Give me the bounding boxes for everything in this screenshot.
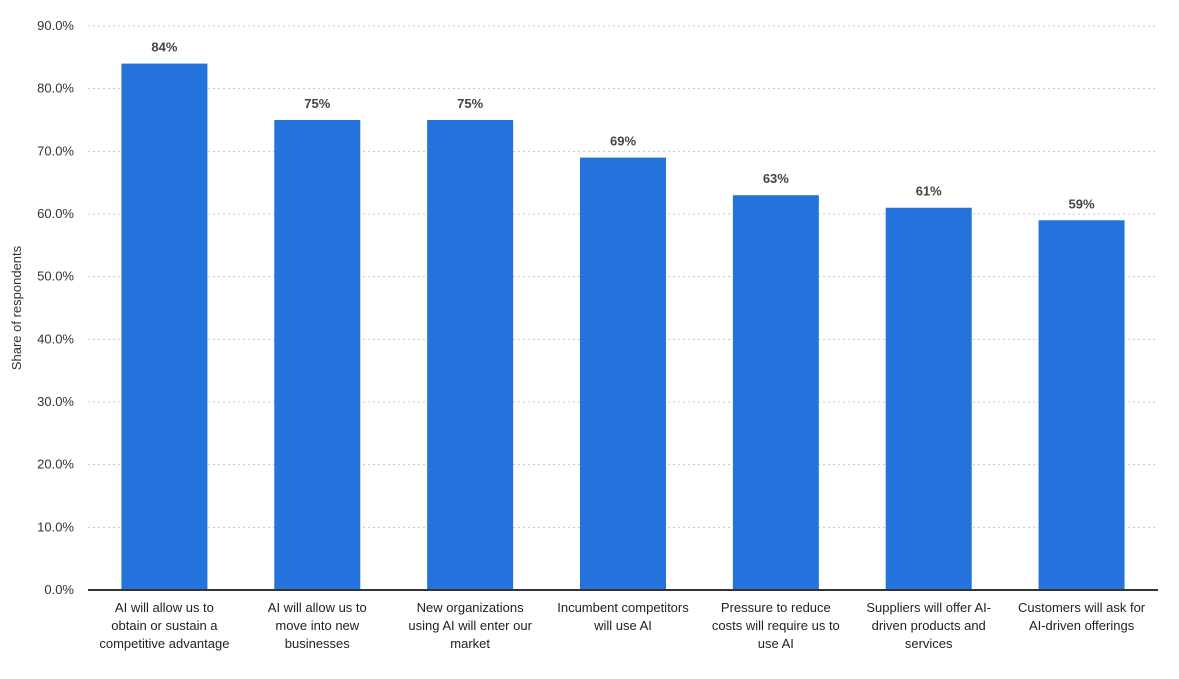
category-label-line: competitive advantage — [99, 636, 229, 651]
category-label: Incumbent competitors will use AI — [557, 600, 689, 633]
y-tick-label: 80.0% — [37, 81, 74, 96]
data-label: 69% — [610, 134, 636, 149]
y-tick-label: 90.0% — [37, 18, 74, 33]
y-tick-label: 60.0% — [37, 206, 74, 221]
category-label-line: use AI — [758, 636, 794, 651]
data-label: 75% — [304, 96, 330, 111]
category-label-line: costs will require us to — [712, 618, 840, 633]
category-label-line: businesses — [285, 636, 351, 651]
bar — [427, 120, 514, 590]
category-label: AI will allow us to move into new business… — [268, 600, 367, 651]
category-label: New organizations using AI will enter our… — [408, 600, 532, 651]
category-label-line: driven products and — [872, 618, 986, 633]
category-label-line: New organizations — [417, 600, 524, 615]
y-axis-ticks: 0.0% 10.0% 20.0% 30.0% 40.0% 50.0% 60.0% 70.0% 8… — [37, 18, 74, 597]
data-label: 61% — [916, 184, 942, 199]
category-label: Customers will ask for AI-driven offering… — [1018, 600, 1146, 633]
bar — [580, 157, 666, 590]
data-labels: 84% 75% 75% 69% 63% 61% 59% — [151, 40, 1095, 212]
category-labels: AI will allow us to obtain or sustain a co… — [99, 600, 1145, 651]
category-label-line: Customers will ask for — [1018, 600, 1146, 615]
category-label-line: obtain or sustain a — [111, 618, 218, 633]
bar — [885, 207, 972, 590]
bar — [732, 195, 819, 590]
data-label: 84% — [151, 40, 177, 55]
category-label: AI will allow us to obtain or sustain a co… — [99, 600, 229, 651]
bar — [121, 63, 208, 591]
bar — [1038, 220, 1125, 590]
category-label-line: Pressure to reduce — [721, 600, 831, 615]
category-label-line: services — [905, 636, 953, 651]
category-label-line: Incumbent competitors — [557, 600, 689, 615]
category-label-line: AI will allow us to — [115, 600, 214, 615]
category-label-line: using AI will enter our — [408, 618, 532, 633]
y-axis-title: Share of respondents — [9, 245, 24, 370]
y-tick-label: 0.0% — [44, 582, 74, 597]
category-label-line: AI-driven offerings — [1029, 618, 1135, 633]
category-label-line: move into new — [275, 618, 359, 633]
y-tick-label: 70.0% — [37, 143, 74, 158]
y-tick-label: 40.0% — [37, 331, 74, 346]
data-label: 59% — [1069, 196, 1095, 211]
category-label-line: will use AI — [593, 618, 652, 633]
data-label: 63% — [763, 171, 789, 186]
category-label: Pressure to reduce costs will require us … — [712, 600, 840, 651]
y-tick-label: 20.0% — [37, 457, 74, 472]
y-tick-label: 10.0% — [37, 519, 74, 534]
y-tick-label: 30.0% — [37, 394, 74, 409]
category-label-line: Suppliers will offer AI- — [866, 600, 991, 615]
category-label-line: AI will allow us to — [268, 600, 367, 615]
data-label: 75% — [457, 96, 483, 111]
bar — [274, 120, 361, 590]
bars — [121, 63, 1125, 591]
y-tick-label: 50.0% — [37, 269, 74, 284]
category-label: Suppliers will offer AI-driven products … — [866, 600, 991, 651]
category-label-line: market — [450, 636, 490, 651]
